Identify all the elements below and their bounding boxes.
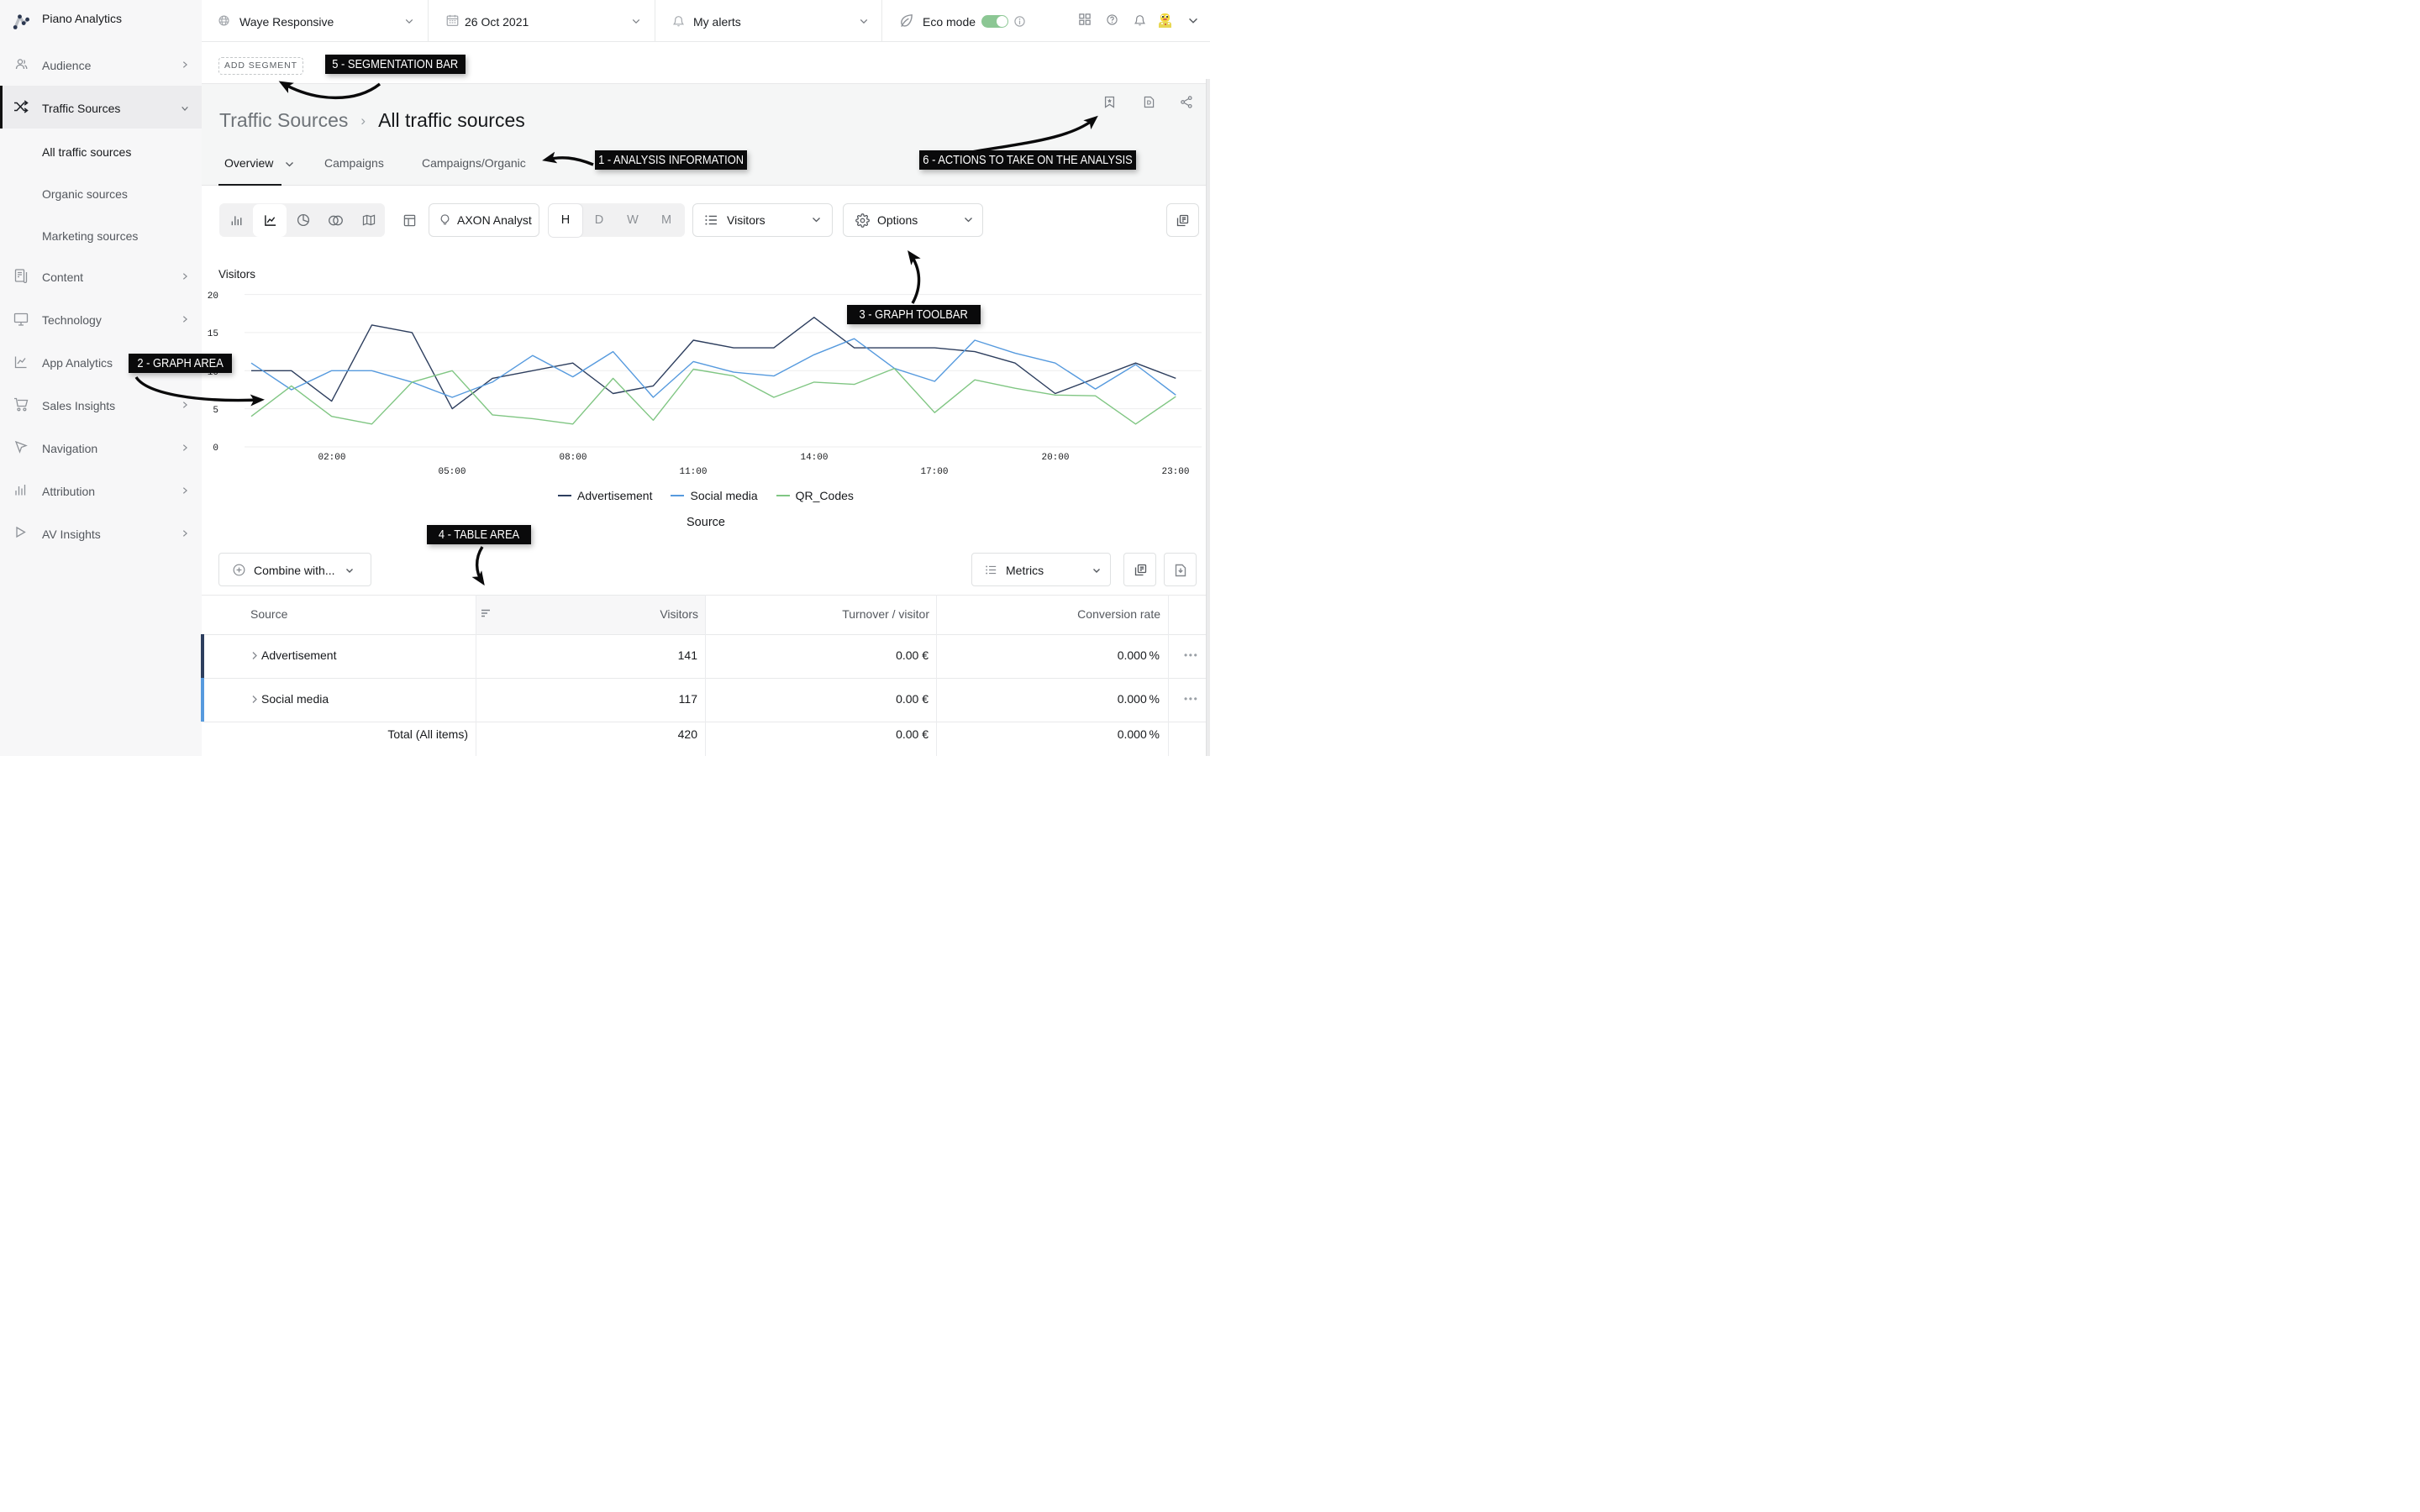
svg-text:D: D: [1147, 99, 1152, 107]
